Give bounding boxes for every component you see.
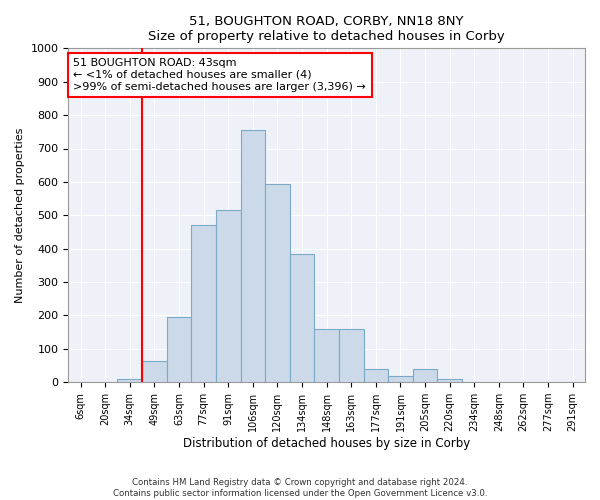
Text: Contains HM Land Registry data © Crown copyright and database right 2024.
Contai: Contains HM Land Registry data © Crown c… bbox=[113, 478, 487, 498]
Bar bbox=[437, 379, 462, 382]
Y-axis label: Number of detached properties: Number of detached properties bbox=[15, 128, 25, 303]
Bar bbox=[339, 329, 364, 382]
Bar bbox=[191, 226, 216, 382]
Bar bbox=[216, 210, 241, 382]
Bar bbox=[413, 369, 437, 382]
Bar bbox=[241, 130, 265, 382]
Bar bbox=[364, 369, 388, 382]
Bar bbox=[388, 376, 413, 382]
Bar bbox=[142, 360, 167, 382]
Bar bbox=[167, 317, 191, 382]
Title: 51, BOUGHTON ROAD, CORBY, NN18 8NY
Size of property relative to detached houses : 51, BOUGHTON ROAD, CORBY, NN18 8NY Size … bbox=[148, 15, 505, 43]
X-axis label: Distribution of detached houses by size in Corby: Distribution of detached houses by size … bbox=[183, 437, 470, 450]
Text: 51 BOUGHTON ROAD: 43sqm
← <1% of detached houses are smaller (4)
>99% of semi-de: 51 BOUGHTON ROAD: 43sqm ← <1% of detache… bbox=[73, 58, 366, 92]
Bar bbox=[118, 379, 142, 382]
Bar bbox=[265, 184, 290, 382]
Bar bbox=[314, 329, 339, 382]
Bar bbox=[290, 254, 314, 382]
